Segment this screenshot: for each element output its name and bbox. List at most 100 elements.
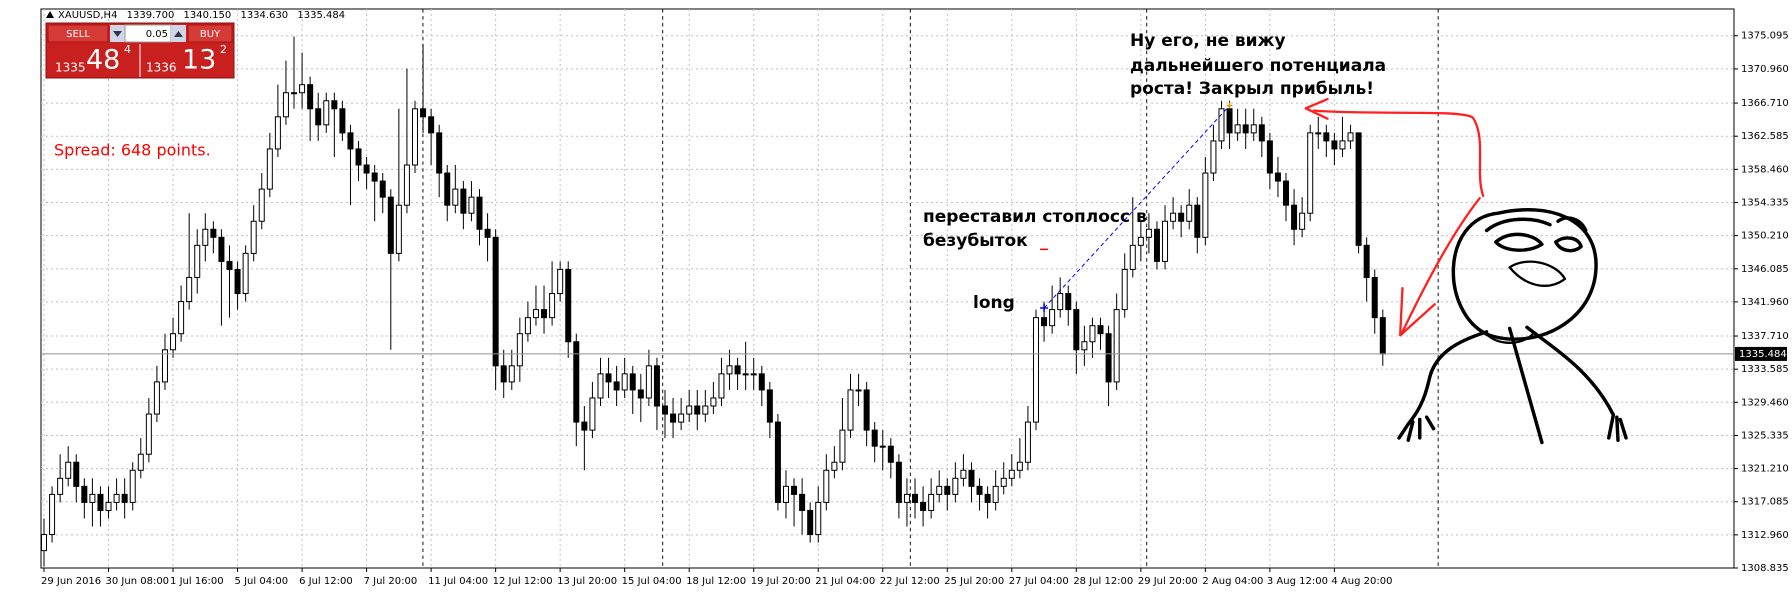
candle-body xyxy=(508,365,515,383)
candle-body xyxy=(307,84,314,110)
candle-body xyxy=(57,477,64,495)
y-tick-label: 1329.460 xyxy=(1741,397,1789,408)
candle-body xyxy=(331,100,338,110)
candle-body xyxy=(637,389,644,399)
y-tick-label: 1321.210 xyxy=(1741,464,1789,475)
y-tick-label: 1350.210 xyxy=(1741,231,1789,242)
candle-body xyxy=(1331,140,1338,150)
annotation: Ну его, не вижу xyxy=(1130,31,1286,51)
y-tick-label: 1312.960 xyxy=(1741,530,1789,541)
x-tick-label: 2 Aug 04:00 xyxy=(1202,576,1263,587)
annotation: дальнейшего потенциала xyxy=(1130,56,1386,76)
candle-body xyxy=(758,373,765,391)
buy-price-pips[interactable]: 13 xyxy=(182,45,216,76)
candle-body xyxy=(403,164,410,206)
candle-body xyxy=(282,92,289,118)
candle-body xyxy=(315,108,322,126)
candle-body xyxy=(807,509,814,536)
candle-body xyxy=(226,260,233,270)
trade-panel: SELL 0.05 BUY 1335 48 4 1336 13 2 xyxy=(45,22,235,79)
sell-label[interactable]: SELL xyxy=(66,29,90,40)
candle-body xyxy=(137,453,144,471)
candle-body xyxy=(234,268,241,295)
eye xyxy=(1554,236,1583,253)
candle-body xyxy=(65,461,72,479)
sell-price-big[interactable]: 1335 xyxy=(55,61,86,75)
candle-body xyxy=(178,301,185,335)
sell-price-pips[interactable]: 48 xyxy=(86,45,120,76)
candle-body xyxy=(782,485,789,503)
candle-body xyxy=(395,204,402,254)
candle-body xyxy=(944,485,951,495)
candle-body xyxy=(113,493,120,503)
candle-body xyxy=(266,148,273,190)
candle-body xyxy=(750,373,757,376)
brow xyxy=(1556,216,1588,233)
candle-body xyxy=(1024,421,1031,463)
y-tick-label: 1317.085 xyxy=(1741,497,1789,508)
candle-body xyxy=(573,341,580,423)
candle-body xyxy=(952,477,959,495)
candle-body xyxy=(73,461,80,487)
sell-button[interactable] xyxy=(47,24,109,43)
candle-body xyxy=(1041,317,1048,327)
candle-body xyxy=(242,252,249,295)
high-price: 1340.150 xyxy=(184,10,232,21)
spread-text: Spread: 648 points. xyxy=(54,141,211,160)
y-tick-label: 1337.710 xyxy=(1741,331,1789,342)
candle-body xyxy=(823,469,830,503)
candle-body xyxy=(387,196,394,254)
candle-body xyxy=(702,405,709,415)
candle-body xyxy=(1186,204,1193,222)
candle-body xyxy=(936,485,943,495)
candle-body xyxy=(774,421,781,503)
buy-button[interactable] xyxy=(187,24,233,43)
candle-body xyxy=(1363,244,1370,278)
red-arrow xyxy=(1400,197,1481,336)
candle-body xyxy=(250,220,257,254)
candle-body xyxy=(1379,317,1386,355)
candle-body xyxy=(613,381,620,391)
x-tick-label: 13 Jul 20:00 xyxy=(557,576,617,587)
buy-price-big[interactable]: 1336 xyxy=(146,61,177,75)
candle-body xyxy=(1097,325,1104,335)
arm xyxy=(1525,325,1616,417)
trade-open-marker xyxy=(1040,304,1049,313)
candle-body xyxy=(1266,140,1273,174)
candle-body xyxy=(1210,140,1217,174)
x-tick-label: 4 Aug 20:00 xyxy=(1331,576,1392,587)
low-price: 1334.630 xyxy=(240,10,288,21)
meme-face xyxy=(1397,208,1628,445)
candle-body xyxy=(1162,220,1169,262)
candle-body xyxy=(839,429,846,463)
candle-body xyxy=(887,445,894,463)
candle-body xyxy=(492,236,499,367)
candle-body xyxy=(81,485,88,503)
candle-body xyxy=(1105,333,1112,383)
candle-body xyxy=(686,405,693,415)
candle-body xyxy=(653,365,660,407)
candle-body xyxy=(452,188,459,206)
y-tick-label: 1354.335 xyxy=(1741,197,1789,208)
candle-body xyxy=(629,373,636,391)
candle-body xyxy=(379,180,386,198)
candle-body xyxy=(145,413,152,455)
candle-body xyxy=(710,397,717,407)
candle-body xyxy=(1073,309,1080,351)
candle-body xyxy=(1057,293,1064,311)
candle-body xyxy=(1307,132,1314,214)
candle-body xyxy=(984,493,991,503)
collapse-icon[interactable] xyxy=(46,11,54,18)
x-tick-label: 21 Jul 04:00 xyxy=(815,576,875,587)
x-tick-label: 11 Jul 04:00 xyxy=(428,576,488,587)
candle-body xyxy=(565,268,572,343)
grid xyxy=(41,9,1734,568)
candle-body xyxy=(428,116,435,134)
x-tick-label: 6 Jul 12:00 xyxy=(299,576,353,587)
y-tick-label: 1308.835 xyxy=(1741,563,1789,574)
y-tick-label: 1366.710 xyxy=(1741,98,1789,109)
x-tick-label: 30 Jun 08:00 xyxy=(106,576,170,587)
candle-body xyxy=(549,293,556,319)
candle-body xyxy=(912,493,919,503)
